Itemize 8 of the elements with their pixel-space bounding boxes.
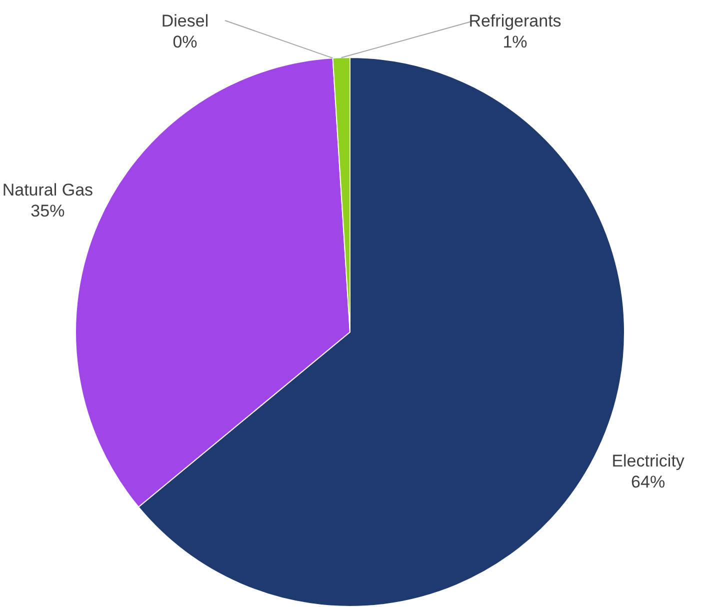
data-label: 64% xyxy=(631,472,666,492)
data-label: 1% xyxy=(502,32,528,52)
data-label: 35% xyxy=(30,201,65,220)
category-label: Diesel xyxy=(161,12,209,31)
text: 0% xyxy=(172,32,198,52)
slice-label: Refrigerants xyxy=(468,12,562,31)
slice-label: Natural Gas xyxy=(2,180,94,200)
slice-label: Electricity xyxy=(612,451,685,470)
